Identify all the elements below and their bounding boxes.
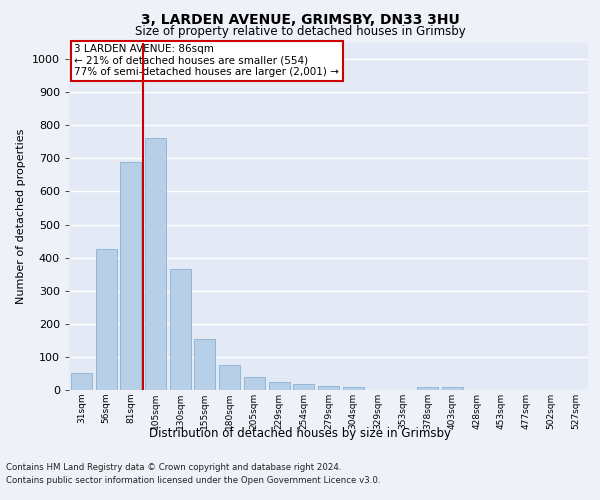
- Bar: [343, 388, 364, 390]
- Text: Contains public sector information licensed under the Open Government Licence v3: Contains public sector information licen…: [6, 476, 380, 485]
- Bar: [170, 269, 191, 390]
- Bar: [244, 378, 265, 390]
- Bar: [120, 162, 141, 390]
- Bar: [219, 365, 240, 390]
- Bar: [194, 338, 215, 390]
- Bar: [442, 388, 463, 390]
- Bar: [293, 384, 314, 390]
- Bar: [269, 382, 290, 390]
- Y-axis label: Number of detached properties: Number of detached properties: [16, 128, 26, 304]
- Bar: [71, 373, 92, 390]
- Text: Contains HM Land Registry data © Crown copyright and database right 2024.: Contains HM Land Registry data © Crown c…: [6, 462, 341, 471]
- Text: 3, LARDEN AVENUE, GRIMSBY, DN33 3HU: 3, LARDEN AVENUE, GRIMSBY, DN33 3HU: [140, 12, 460, 26]
- Bar: [417, 386, 438, 390]
- Text: Size of property relative to detached houses in Grimsby: Size of property relative to detached ho…: [134, 25, 466, 38]
- Bar: [145, 138, 166, 390]
- Text: Distribution of detached houses by size in Grimsby: Distribution of detached houses by size …: [149, 428, 451, 440]
- Bar: [95, 250, 116, 390]
- Text: 3 LARDEN AVENUE: 86sqm
← 21% of detached houses are smaller (554)
77% of semi-de: 3 LARDEN AVENUE: 86sqm ← 21% of detached…: [74, 44, 339, 78]
- Bar: [318, 386, 339, 390]
